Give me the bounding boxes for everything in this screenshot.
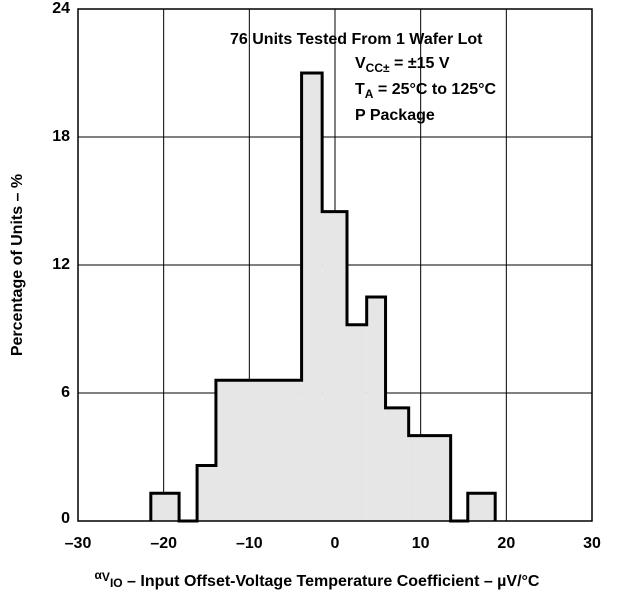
annotation-part: V [355, 55, 366, 72]
x-tick-label: 10 [412, 535, 430, 552]
x-tick-label: –30 [65, 535, 92, 552]
x-label-part: IO [110, 576, 123, 590]
bar [150, 493, 180, 521]
y-tick-label: 24 [52, 0, 70, 17]
annotation-part: CC± [366, 61, 390, 75]
bar [408, 435, 451, 521]
bar [346, 324, 367, 521]
annotation-part: = 25°C to 125°C [373, 81, 496, 98]
y-tick-label: 12 [52, 256, 70, 273]
annotation-line: 76 Units Tested From 1 Wafer Lot [230, 31, 483, 48]
x-label-part: – Input Offset-Voltage Temperature Coeff… [123, 573, 540, 590]
y-tick-label: 6 [61, 384, 70, 401]
annotation-line: VCC± = ±15 V [355, 55, 450, 75]
annotation: 76 Units Tested From 1 Wafer Lot VCC± = … [230, 31, 497, 124]
x-tick-label: –10 [236, 535, 263, 552]
bar [366, 297, 386, 521]
annotation-line: P Package [355, 107, 435, 124]
bar [467, 493, 496, 521]
annotation-part: T [355, 81, 365, 98]
x-tick-label: –20 [150, 535, 177, 552]
y-axis-label: Percentage of Units – % [9, 174, 26, 356]
x-label-part: α [95, 568, 103, 582]
bar [197, 465, 216, 521]
bar [322, 211, 347, 521]
y-tick-label: 0 [61, 510, 70, 527]
annotation-part: A [365, 87, 374, 101]
x-label-part: V [102, 570, 110, 584]
bar [385, 407, 409, 521]
x-tick-label: 30 [583, 535, 601, 552]
annotation-line: TA = 25°C to 125°C [355, 81, 497, 101]
x-tick-label: 0 [331, 535, 340, 552]
x-axis-label: αVIO – Input Offset-Voltage Temperature … [95, 568, 540, 590]
bar [301, 73, 323, 521]
y-tick-label: 18 [52, 128, 70, 145]
annotation-part: = ±15 V [390, 55, 450, 72]
x-tick-label: 20 [497, 535, 515, 552]
plot-frame [77, 8, 593, 522]
bar-outline [149, 71, 497, 523]
bar [215, 380, 302, 521]
